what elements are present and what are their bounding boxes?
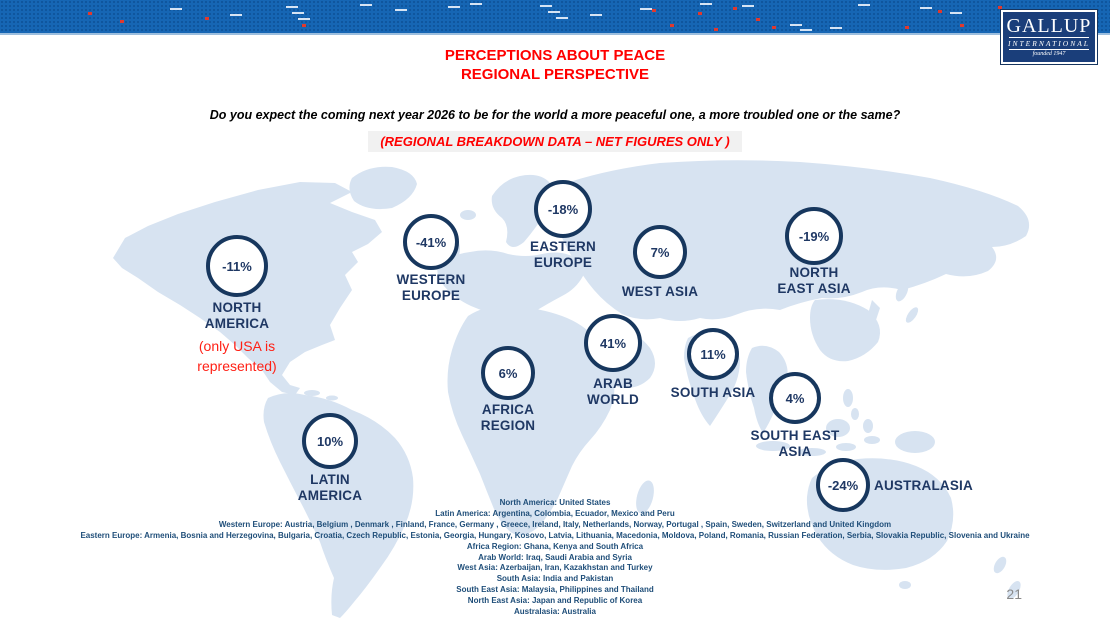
region-label-arab-world: ARAB WORLD [587,376,639,407]
region-badge-australasia: -24% [816,458,870,512]
region-value: -18% [547,201,579,217]
subtitle-note: (REGIONAL BREAKDOWN DATA – NET FIGURES O… [368,131,742,152]
region-value: 11% [700,346,726,362]
logo-subtitle: INTERNATIONAL [1008,39,1090,48]
region-badge-south-asia: 11% [687,328,739,380]
region-badge-arab-world: 41% [584,314,642,372]
region-value: -24% [827,477,859,493]
region-badge-north-america: -11% [206,235,268,297]
logo-wordmark: GALLUP [1006,15,1092,37]
region-label-north-america: NORTH AMERICA [204,300,270,331]
region-badge-latin-america: 10% [302,413,358,469]
region-badge-south-east-asia: 4% [769,372,821,424]
gallup-logo: GALLUP INTERNATIONAL founded 1947 [1000,9,1098,65]
footnote-line: North America: United States [499,498,611,507]
region-value: 10% [316,433,344,449]
region-badge-north-east-asia: -19% [785,207,843,265]
footnote-line: Western Europe: Austria, Belgium , Denma… [218,519,892,529]
footnote-line: Latin America: Argentina, Colombia, Ecua… [435,508,675,518]
footnote-line: Eastern Europe: Armenia, Bosnia and Herz… [80,530,1030,540]
footnote-line: Australasia: Australia [514,607,596,617]
region-label-africa-region: AFRICA REGION [480,402,536,433]
footnote-line: South Asia: India and Pakistan [496,574,614,584]
region-value: -41% [415,234,447,250]
page-title: PERCEPTIONS ABOUT PEACE REGIONAL PERSPEC… [0,46,1110,84]
title-line-1: PERCEPTIONS ABOUT PEACE [444,47,666,64]
footnote-line: North East Asia: Japan and Republic of K… [467,596,643,606]
footnote-line: Africa Region: Ghana, Kenya and South Af… [466,541,644,551]
logo-divider [1009,49,1089,50]
region-value: -19% [798,228,830,244]
footnote-line: South East Asia: Malaysia, Philippines a… [456,585,654,595]
logo-founded: founded 1947 [1032,51,1066,57]
region-label-south-east-asia: SOUTH EAST ASIA [750,428,840,459]
region-badge-eastern-europe: -18% [534,180,592,238]
region-value: -11% [222,258,252,274]
region-label-south-asia: SOUTH ASIA [670,385,756,400]
subtitle-wrap: (REGIONAL BREAKDOWN DATA – NET FIGURES O… [0,131,1110,152]
region-note-north-america: (only USA is represented) [197,338,277,374]
region-label-west-asia: WEST ASIA [621,284,699,299]
region-value: 41% [599,335,627,351]
region-value: 4% [785,390,805,406]
footnote-line: West Asia: Azerbaijan, Iran, Kazakhstan … [457,563,653,573]
region-label-australasia: AUSTRALASIA [874,478,973,493]
page-number: 21 [1006,586,1022,602]
region-badge-western-europe: -41% [403,214,459,270]
footnote-line: Arab World: Iraq, Saudi Arabia and Syria [478,552,632,562]
region-value: 7% [650,244,670,260]
region-label-western-europe: WESTERN EUROPE [396,272,466,303]
region-badge-africa-region: 6% [481,346,535,400]
logo-divider [1009,37,1089,38]
region-badge-west-asia: 7% [633,225,687,279]
banner-strip [0,0,1110,35]
region-label-eastern-europe: EASTERN EUROPE [530,239,596,270]
region-value: 6% [498,365,518,381]
footnotes: North America: United States Latin Ameri… [0,498,1110,618]
survey-question: Do you expect the coming next year 2026 … [209,108,901,122]
region-label-north-east-asia: NORTH EAST ASIA [777,265,851,296]
region-label-latin-america: LATIN AMERICA [297,472,363,503]
title-line-2: REGIONAL PERSPECTIVE [460,66,650,83]
